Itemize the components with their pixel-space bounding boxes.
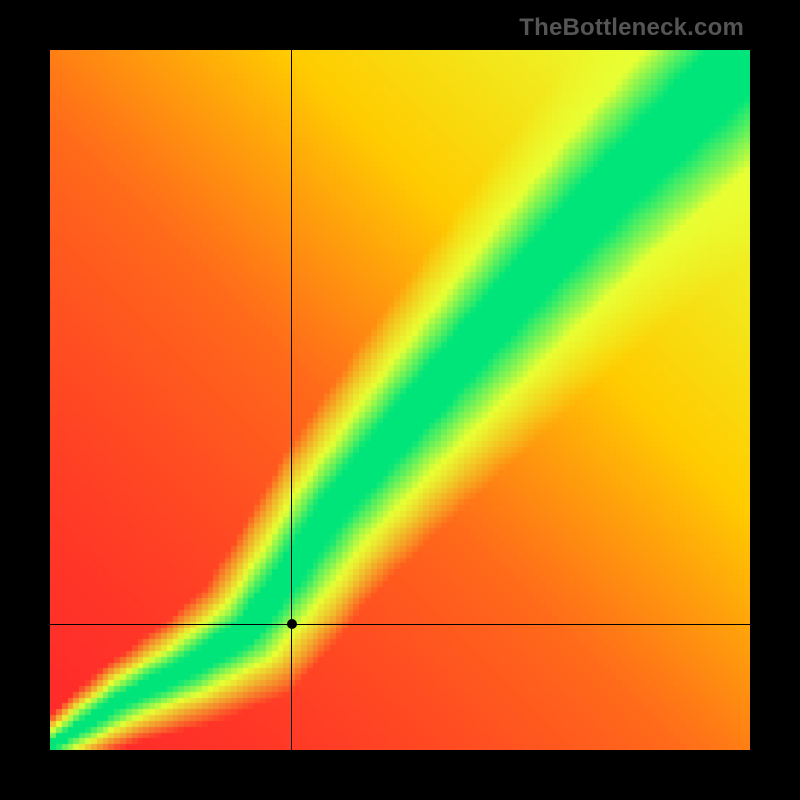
crosshair-marker	[287, 619, 297, 629]
watermark-text: TheBottleneck.com	[519, 14, 744, 42]
crosshair-vertical	[291, 50, 292, 750]
outer-frame: TheBottleneck.com	[0, 0, 800, 800]
crosshair-horizontal	[50, 624, 750, 625]
heatmap-canvas	[50, 50, 750, 750]
plot-area	[50, 50, 750, 750]
